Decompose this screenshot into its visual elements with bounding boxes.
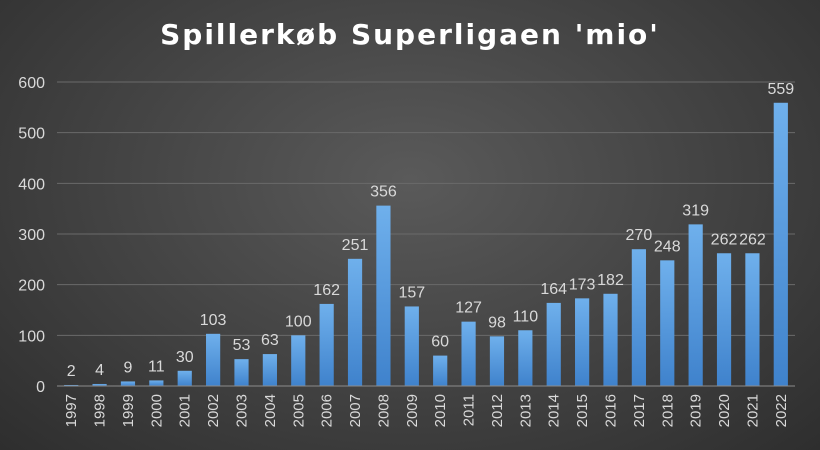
x-tick-label: 2019 [688,394,705,427]
x-tick-label: 2003 [234,394,251,427]
x-tick-label: 2018 [659,394,676,427]
bar [404,306,419,386]
x-tick-label: 2020 [716,394,733,427]
x-tick-label: 2022 [773,394,790,427]
bar [347,258,363,386]
bar [546,302,561,386]
bar [234,359,249,386]
bar [149,380,164,386]
x-tick-label: 2001 [177,394,194,427]
bar [773,102,788,387]
x-tick-label: 1999 [120,394,137,427]
bar [92,383,107,386]
bar [177,370,192,386]
x-tick-label: 2012 [489,394,506,427]
data-label: 559 [767,81,794,98]
bar [262,354,277,386]
data-label: 182 [597,272,624,289]
data-label: 262 [711,231,738,248]
x-tick-label: 2017 [631,394,648,427]
data-label: 63 [261,332,279,349]
y-tick-label: 400 [18,176,45,193]
bar [603,293,618,386]
data-label: 60 [431,334,449,351]
x-tick-label: 2010 [432,394,449,427]
bar [518,330,533,386]
x-tick-label: 2004 [262,394,279,427]
bar [319,303,334,386]
bar [716,253,732,386]
x-tick-label: 2009 [404,394,421,427]
bar [489,336,505,386]
data-label: 173 [569,276,596,293]
y-tick-label: 0 [36,379,45,396]
x-tick-label: 2005 [290,394,307,427]
y-tick-label: 600 [18,75,45,92]
data-label: 30 [176,349,194,366]
data-label: 53 [233,337,251,354]
data-label: 356 [370,184,397,201]
data-label: 2 [67,363,76,380]
chart-title: Spillerkøb Superligaen 'mio' [160,18,660,51]
bar [64,384,79,386]
data-label: 262 [739,231,766,248]
y-tick-label: 100 [18,328,45,345]
data-label: 9 [124,359,133,376]
data-label: 98 [488,314,506,331]
data-label: 11 [148,358,165,375]
x-tick-label: 2007 [347,394,364,427]
data-label: 248 [654,238,681,255]
data-label: 127 [455,300,482,317]
x-tick-label: 2016 [603,394,620,427]
x-tick-label: 1997 [63,394,80,427]
x-tick-label: 2006 [319,394,336,427]
x-tick-label: 2021 [744,394,761,427]
bar [631,249,646,386]
data-label: 251 [342,237,369,254]
x-tick-label: 2008 [375,394,392,427]
data-label: 100 [285,313,312,330]
bar [660,260,675,386]
data-label: 4 [95,362,104,379]
data-label: 162 [313,282,340,299]
bar [120,381,136,386]
data-label: 157 [398,284,425,301]
data-label: 103 [200,312,227,329]
x-tick-label: 2002 [205,394,222,427]
data-label: 270 [626,227,653,244]
x-tick-label: 1998 [92,394,109,427]
x-tick-label: 2011 [461,394,478,426]
bar [206,333,221,386]
x-tick-label: 2013 [517,394,534,427]
x-tick-label: 2014 [546,394,563,427]
y-tick-label: 200 [18,278,45,295]
bar [575,298,590,386]
y-tick-label: 500 [18,126,45,143]
x-tick-label: 2015 [574,394,591,427]
x-tick-label: 2000 [148,394,165,427]
data-label: 110 [513,308,539,325]
data-label: 319 [682,202,709,219]
bar [433,355,448,386]
bar [291,335,306,386]
bar [461,321,476,386]
y-tick-label: 300 [18,227,45,244]
bar [688,224,703,386]
bar [745,253,760,386]
data-label: 164 [540,281,567,298]
bar [376,205,391,386]
